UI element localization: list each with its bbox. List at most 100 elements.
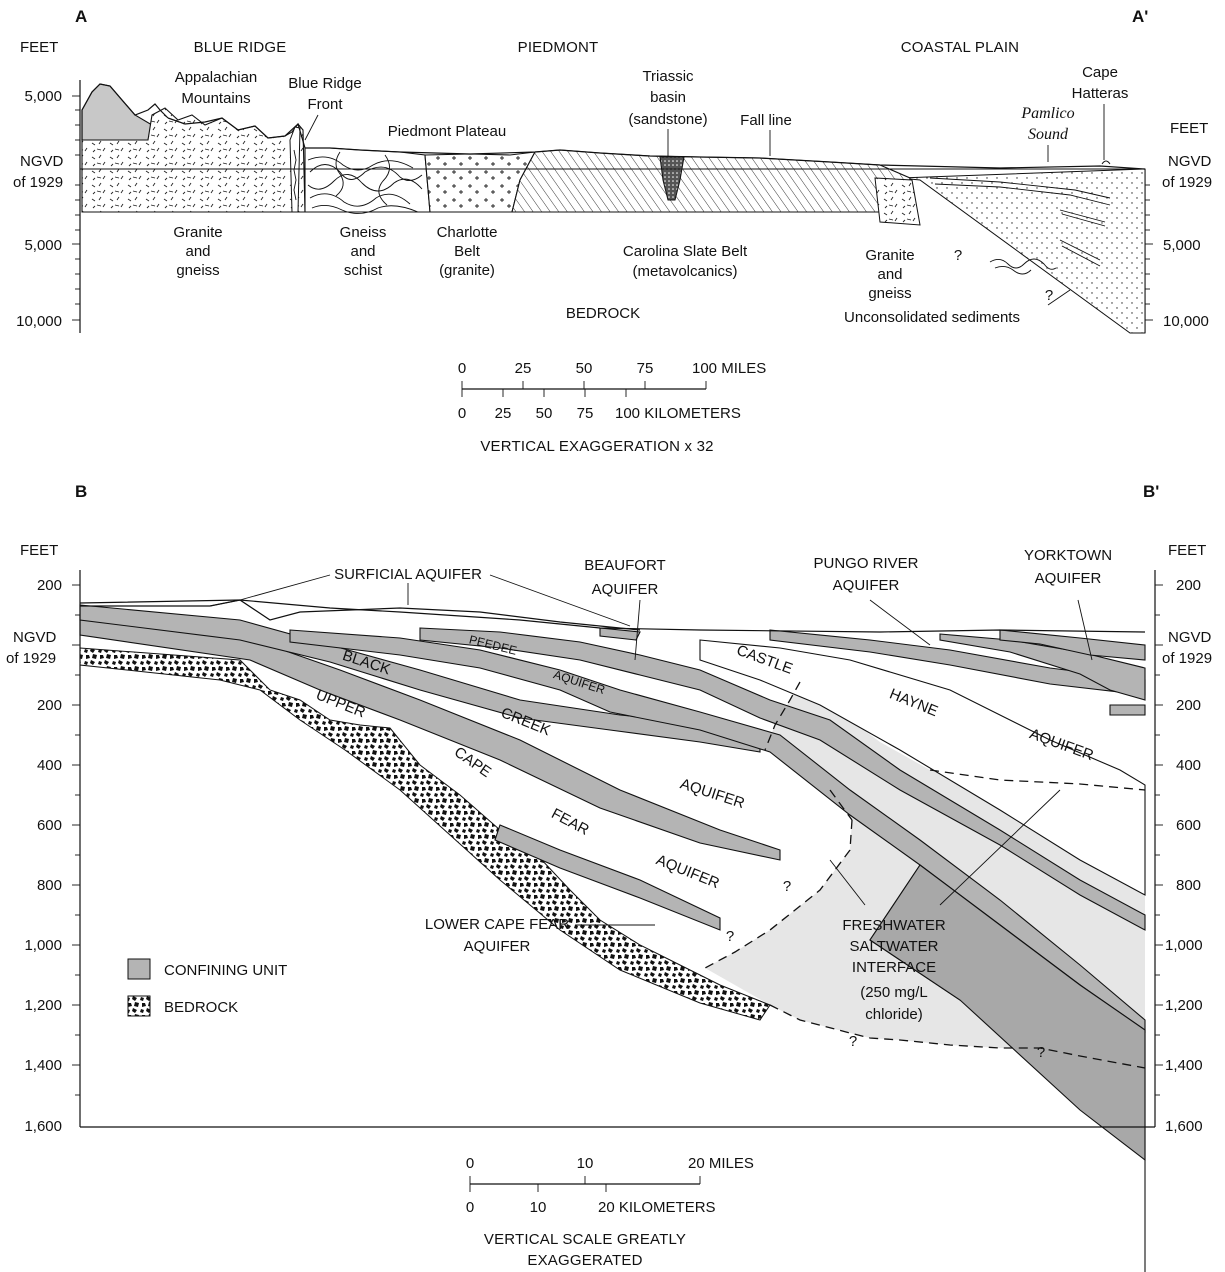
b-right-tick-600: 600 xyxy=(1176,817,1201,834)
b-right-tick-1000: 1,000 xyxy=(1165,937,1203,954)
section-b-right-axis: FEET 200 NGVD of 1929 200 400 600 800 1,… xyxy=(1154,542,1212,1135)
tick-right-5000: 5,000 xyxy=(1163,237,1201,254)
tick-right-10000: 10,000 xyxy=(1163,313,1209,330)
label-charlotte-c: (granite) xyxy=(439,262,495,279)
label-cape-hatteras-1: Cape xyxy=(1082,64,1118,81)
section-b-left-label: B xyxy=(75,482,87,501)
tick-5000-lower: 5,000 xyxy=(24,237,62,254)
label-surficial: SURFICIAL AQUIFER xyxy=(334,566,482,583)
scale-b-km-0: 0 xyxy=(466,1199,474,1216)
label-carolina-b: (metavolcanics) xyxy=(632,263,737,280)
province-blue-ridge: BLUE RIDGE xyxy=(194,39,287,56)
province-piedmont: PIEDMONT xyxy=(518,39,599,56)
label-lower-cape-fear-2: AQUIFER xyxy=(464,938,531,955)
label-lower-cape-fear-1: LOWER CAPE FEAR xyxy=(425,916,569,933)
label-gneiss-b: and xyxy=(350,243,375,260)
q-b3: ? xyxy=(849,1033,857,1050)
label-aquifer-ucf: AQUIFER xyxy=(654,851,722,892)
datum-left-line1: NGVD xyxy=(20,153,64,170)
b-right-tick-1400: 1,400 xyxy=(1165,1057,1203,1074)
q-b1: ? xyxy=(783,878,791,895)
scale-b-mi-0: 0 xyxy=(466,1155,474,1172)
b-axis-unit-right: FEET xyxy=(1168,542,1206,559)
label-charlotte-a: Charlotte xyxy=(437,224,498,241)
label-brf-2: Front xyxy=(307,96,343,113)
b-right-tick-1600: 1,600 xyxy=(1165,1118,1203,1135)
interface-line xyxy=(704,681,853,969)
section-a-geology xyxy=(80,83,1146,334)
carolina-slate-belt xyxy=(511,149,911,213)
confining-units xyxy=(79,604,1146,1272)
scale-a-mi-50: 50 xyxy=(576,360,593,377)
legend-bedrock-swatch xyxy=(127,995,151,1017)
b-datum-left-1: NGVD xyxy=(13,629,57,646)
label-aquifer-bc: AQUIFER xyxy=(678,775,747,812)
coastal-granite xyxy=(874,177,921,226)
label-question-a1: ? xyxy=(954,247,962,264)
scale-a-mi-0: 0 xyxy=(458,360,466,377)
tick-5000-upper: 5,000 xyxy=(24,88,62,105)
label-granite-1c: gneiss xyxy=(176,262,219,279)
scale-b-mi-10: 10 xyxy=(577,1155,594,1172)
section-a-right-label: A' xyxy=(1132,7,1148,26)
exaggeration-b-2: EXAGGERATED xyxy=(527,1252,642,1269)
label-granite-2a: Granite xyxy=(865,247,914,264)
label-pungo-2: AQUIFER xyxy=(833,577,900,594)
label-unconsolidated: Unconsolidated sediments xyxy=(844,309,1020,326)
b-tick-600: 600 xyxy=(37,817,62,834)
label-triassic-2: basin xyxy=(650,89,686,106)
scale-a-mi-25: 25 xyxy=(515,360,532,377)
scale-b-km-10: 10 xyxy=(530,1199,547,1216)
exaggeration-a: VERTICAL EXAGGERATION x 32 xyxy=(480,438,713,455)
legend-confining-swatch xyxy=(127,958,151,980)
label-beaufort-2: AQUIFER xyxy=(592,581,659,598)
coastal-plain-sediments xyxy=(899,168,1146,334)
b-axis-unit-left: FEET xyxy=(20,542,58,559)
label-gneiss-a: Gneiss xyxy=(340,224,387,241)
b-tick-1200: 1,200 xyxy=(24,997,62,1014)
b-datum-right-2: of 1929 xyxy=(1162,650,1212,667)
label-fall-line: Fall line xyxy=(740,112,792,129)
section-b-right-label: B' xyxy=(1143,482,1159,501)
axis-unit-left: FEET xyxy=(20,39,58,56)
b-right-tick-400: 400 xyxy=(1176,757,1201,774)
label-pamlico-2: Sound xyxy=(1028,126,1069,143)
b-datum-left-2: of 1929 xyxy=(6,650,56,667)
label-interface-4: (250 mg/L xyxy=(860,984,928,1001)
label-piedmont-plateau: Piedmont Plateau xyxy=(388,123,506,140)
label-bedrock-a: BEDROCK xyxy=(566,305,640,322)
label-fear: FEAR xyxy=(548,805,591,839)
scale-a-km-100: 100 KILOMETERS xyxy=(615,405,741,422)
datum-right-line1: NGVD xyxy=(1168,153,1212,170)
label-pamlico-1: Pamlico xyxy=(1020,105,1074,122)
label-yorktown-1: YORKTOWN xyxy=(1024,547,1112,564)
datum-right-line2: of 1929 xyxy=(1162,174,1212,191)
b-right-tick-800: 800 xyxy=(1176,877,1201,894)
b-tick-1600: 1,600 xyxy=(24,1118,62,1135)
scale-a-mi-100: 100 MILES xyxy=(692,360,766,377)
b-tick-400: 400 xyxy=(37,757,62,774)
b-tick-800: 800 xyxy=(37,877,62,894)
section-a-scale-bar: 0 25 50 75 100 MILES 0 25 50 75 100 KILO… xyxy=(458,360,766,455)
b-right-tick-1200: 1,200 xyxy=(1165,997,1203,1014)
label-appalachian-2: Mountains xyxy=(181,90,250,107)
label-granite-2c: gneiss xyxy=(868,285,911,302)
label-yorktown-2: AQUIFER xyxy=(1035,570,1102,587)
province-coastal-plain: COASTAL PLAIN xyxy=(901,39,1019,56)
scale-a-km-0: 0 xyxy=(458,405,466,422)
label-gneiss-c: schist xyxy=(344,262,383,279)
section-b: B B' xyxy=(6,482,1212,1272)
b-tick-200: 200 xyxy=(37,697,62,714)
label-appalachian-1: Appalachian xyxy=(175,69,258,86)
label-question-a2: ? xyxy=(1045,287,1053,304)
legend-confining-label: CONFINING UNIT xyxy=(164,962,287,979)
scale-a-mi-75: 75 xyxy=(637,360,654,377)
label-triassic-1: Triassic xyxy=(642,68,694,85)
b-right-tick-200: 200 xyxy=(1176,697,1201,714)
label-cape-hatteras-2: Hatteras xyxy=(1072,85,1129,102)
bedrock-band xyxy=(79,647,771,1021)
q-b4: ? xyxy=(1037,1044,1045,1061)
section-a-left-axis: FEET 5,000 NGVD of 1929 5,000 10,000 xyxy=(13,39,81,333)
label-interface-1: FRESHWATER xyxy=(842,917,945,934)
